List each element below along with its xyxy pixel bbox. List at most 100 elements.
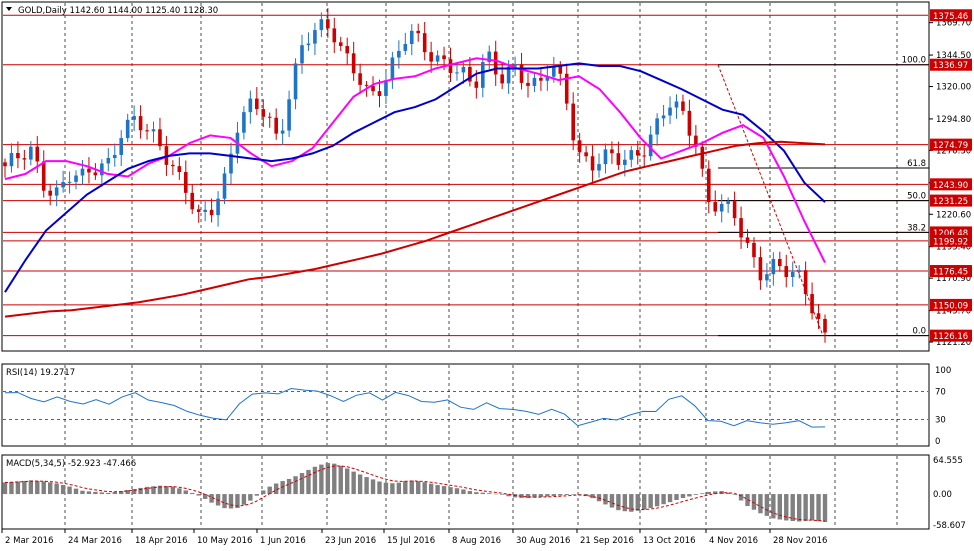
fib-level-label: 50.0 bbox=[907, 192, 926, 202]
rsi-panel-frame bbox=[1, 363, 930, 447]
candle-body-down bbox=[539, 77, 543, 81]
candle-body-down bbox=[35, 146, 40, 162]
rsi-header: RSI(14) 19.2717 bbox=[6, 368, 75, 378]
macd-histogram-bar bbox=[635, 494, 640, 511]
candle-body-down bbox=[590, 156, 595, 171]
macd-histogram-bar bbox=[209, 494, 214, 503]
candle-body-up bbox=[648, 134, 653, 157]
macd-histogram-bar bbox=[738, 494, 744, 501]
time-tick-label: 2 Mar 2016 bbox=[5, 536, 53, 546]
price-level-tag bbox=[930, 9, 972, 22]
collapse-arrow-icon[interactable] bbox=[6, 7, 12, 11]
candle-body-down bbox=[474, 81, 479, 88]
candle-body-up bbox=[242, 112, 246, 133]
macd-histogram-bar bbox=[312, 466, 318, 495]
macd-histogram-bar bbox=[325, 463, 331, 495]
macd-histogram-bar bbox=[99, 492, 105, 495]
candle-body-up bbox=[674, 101, 679, 108]
candle-body-up bbox=[765, 274, 769, 281]
candle-body-down bbox=[584, 152, 588, 157]
macd-histogram-bar bbox=[538, 494, 544, 498]
price-level-tag bbox=[930, 58, 972, 71]
time-tick-label: 13 Oct 2016 bbox=[643, 536, 696, 546]
candle-body-down bbox=[3, 162, 7, 167]
macd-histogram-bar bbox=[661, 494, 666, 505]
price-level-tag-label: 1199.92 bbox=[933, 237, 968, 247]
macd-histogram-bar bbox=[803, 494, 808, 521]
candle-body-up bbox=[661, 115, 666, 119]
fib-level-label: 38.2 bbox=[907, 223, 926, 233]
macd-histogram-bar bbox=[345, 468, 350, 495]
macd-histogram-bar bbox=[654, 494, 660, 507]
candle-body-up bbox=[455, 72, 459, 74]
candle-body-down bbox=[358, 73, 362, 85]
price-level-tag bbox=[930, 329, 972, 342]
candle-body-down bbox=[255, 98, 259, 110]
fib-level-label: 100.0 bbox=[902, 56, 926, 66]
rsi-levels bbox=[3, 390, 928, 421]
macd-histogram-bar bbox=[390, 483, 395, 495]
macd-histogram-bar bbox=[183, 490, 188, 495]
candle-body-down bbox=[706, 168, 711, 203]
rsi-axis-label: 30 bbox=[935, 416, 946, 426]
macd-histogram-bar bbox=[93, 491, 98, 495]
candle-body-up bbox=[119, 138, 124, 155]
macd-histogram-bar bbox=[351, 471, 356, 495]
macd-histogram-bar bbox=[428, 483, 434, 495]
candle-body-down bbox=[326, 19, 330, 29]
price-level-tag-label: 1126.16 bbox=[933, 332, 968, 342]
candle-body-down bbox=[526, 82, 530, 86]
macd-signal-polyline bbox=[4, 465, 826, 522]
candle-body-down bbox=[48, 190, 52, 196]
macd-histogram-bar bbox=[667, 494, 673, 503]
moving-average-line bbox=[4, 57, 826, 264]
candle-body-up bbox=[506, 66, 511, 84]
candle-body-down bbox=[745, 237, 750, 243]
macd-histogram-bar bbox=[796, 494, 802, 522]
macd-histogram-bar bbox=[177, 488, 182, 495]
macd-histogram-bar bbox=[745, 494, 750, 507]
price-level-tag bbox=[930, 265, 972, 278]
candle-body-down bbox=[784, 266, 789, 277]
macd-histogram-bar bbox=[680, 494, 686, 499]
candle-body-down bbox=[687, 110, 692, 136]
time-tick-label: 24 Mar 2016 bbox=[68, 536, 122, 546]
candle-body-down bbox=[364, 84, 369, 86]
candle-body-down bbox=[429, 52, 433, 62]
vertical-grid bbox=[64, 3, 898, 528]
candle-body-up bbox=[300, 45, 304, 64]
candle-body-up bbox=[384, 80, 388, 96]
candle-body-up bbox=[293, 63, 298, 100]
price-level-tag-label: 1231.25 bbox=[933, 197, 968, 207]
macd-histogram-bar bbox=[306, 469, 311, 495]
time-tick-label: 28 Nov 2016 bbox=[773, 536, 827, 546]
candle-body-up bbox=[125, 119, 130, 139]
candle-body-up bbox=[532, 77, 537, 86]
price-tick-label: 1344.50 bbox=[936, 51, 971, 61]
macd-histogram-bar bbox=[164, 486, 169, 495]
candle-body-up bbox=[403, 43, 408, 51]
candle-body-up bbox=[435, 55, 440, 62]
macd-histogram-bar bbox=[525, 494, 531, 499]
candle-body-down bbox=[145, 130, 149, 132]
macd-axis: 64.555 0.00 -58.607 bbox=[933, 456, 966, 531]
macd-histogram-bar bbox=[332, 463, 337, 495]
candle-body-up bbox=[287, 99, 291, 131]
macd-histogram-bar bbox=[609, 494, 615, 508]
candle-body-down bbox=[338, 42, 343, 46]
candle-body-down bbox=[816, 313, 821, 319]
price-level-tag-label: 1206.48 bbox=[933, 229, 968, 239]
price-level-tag-label: 1176.45 bbox=[933, 268, 968, 278]
macd-histogram-bar bbox=[196, 494, 201, 496]
candle-body-down bbox=[758, 257, 763, 281]
time-tick-label: 18 Apr 2016 bbox=[135, 536, 188, 546]
macd-histogram-bar bbox=[532, 494, 537, 498]
macd-histogram-bar bbox=[435, 485, 440, 495]
macd-histogram-bar bbox=[319, 464, 324, 495]
candle-body-down bbox=[171, 164, 175, 167]
candle-body-down bbox=[778, 259, 782, 267]
candle-body-down bbox=[571, 103, 575, 141]
rsi-axis-label: 70 bbox=[935, 387, 946, 397]
candle-body-down bbox=[377, 91, 382, 96]
macd-histogram-bar bbox=[467, 491, 473, 495]
